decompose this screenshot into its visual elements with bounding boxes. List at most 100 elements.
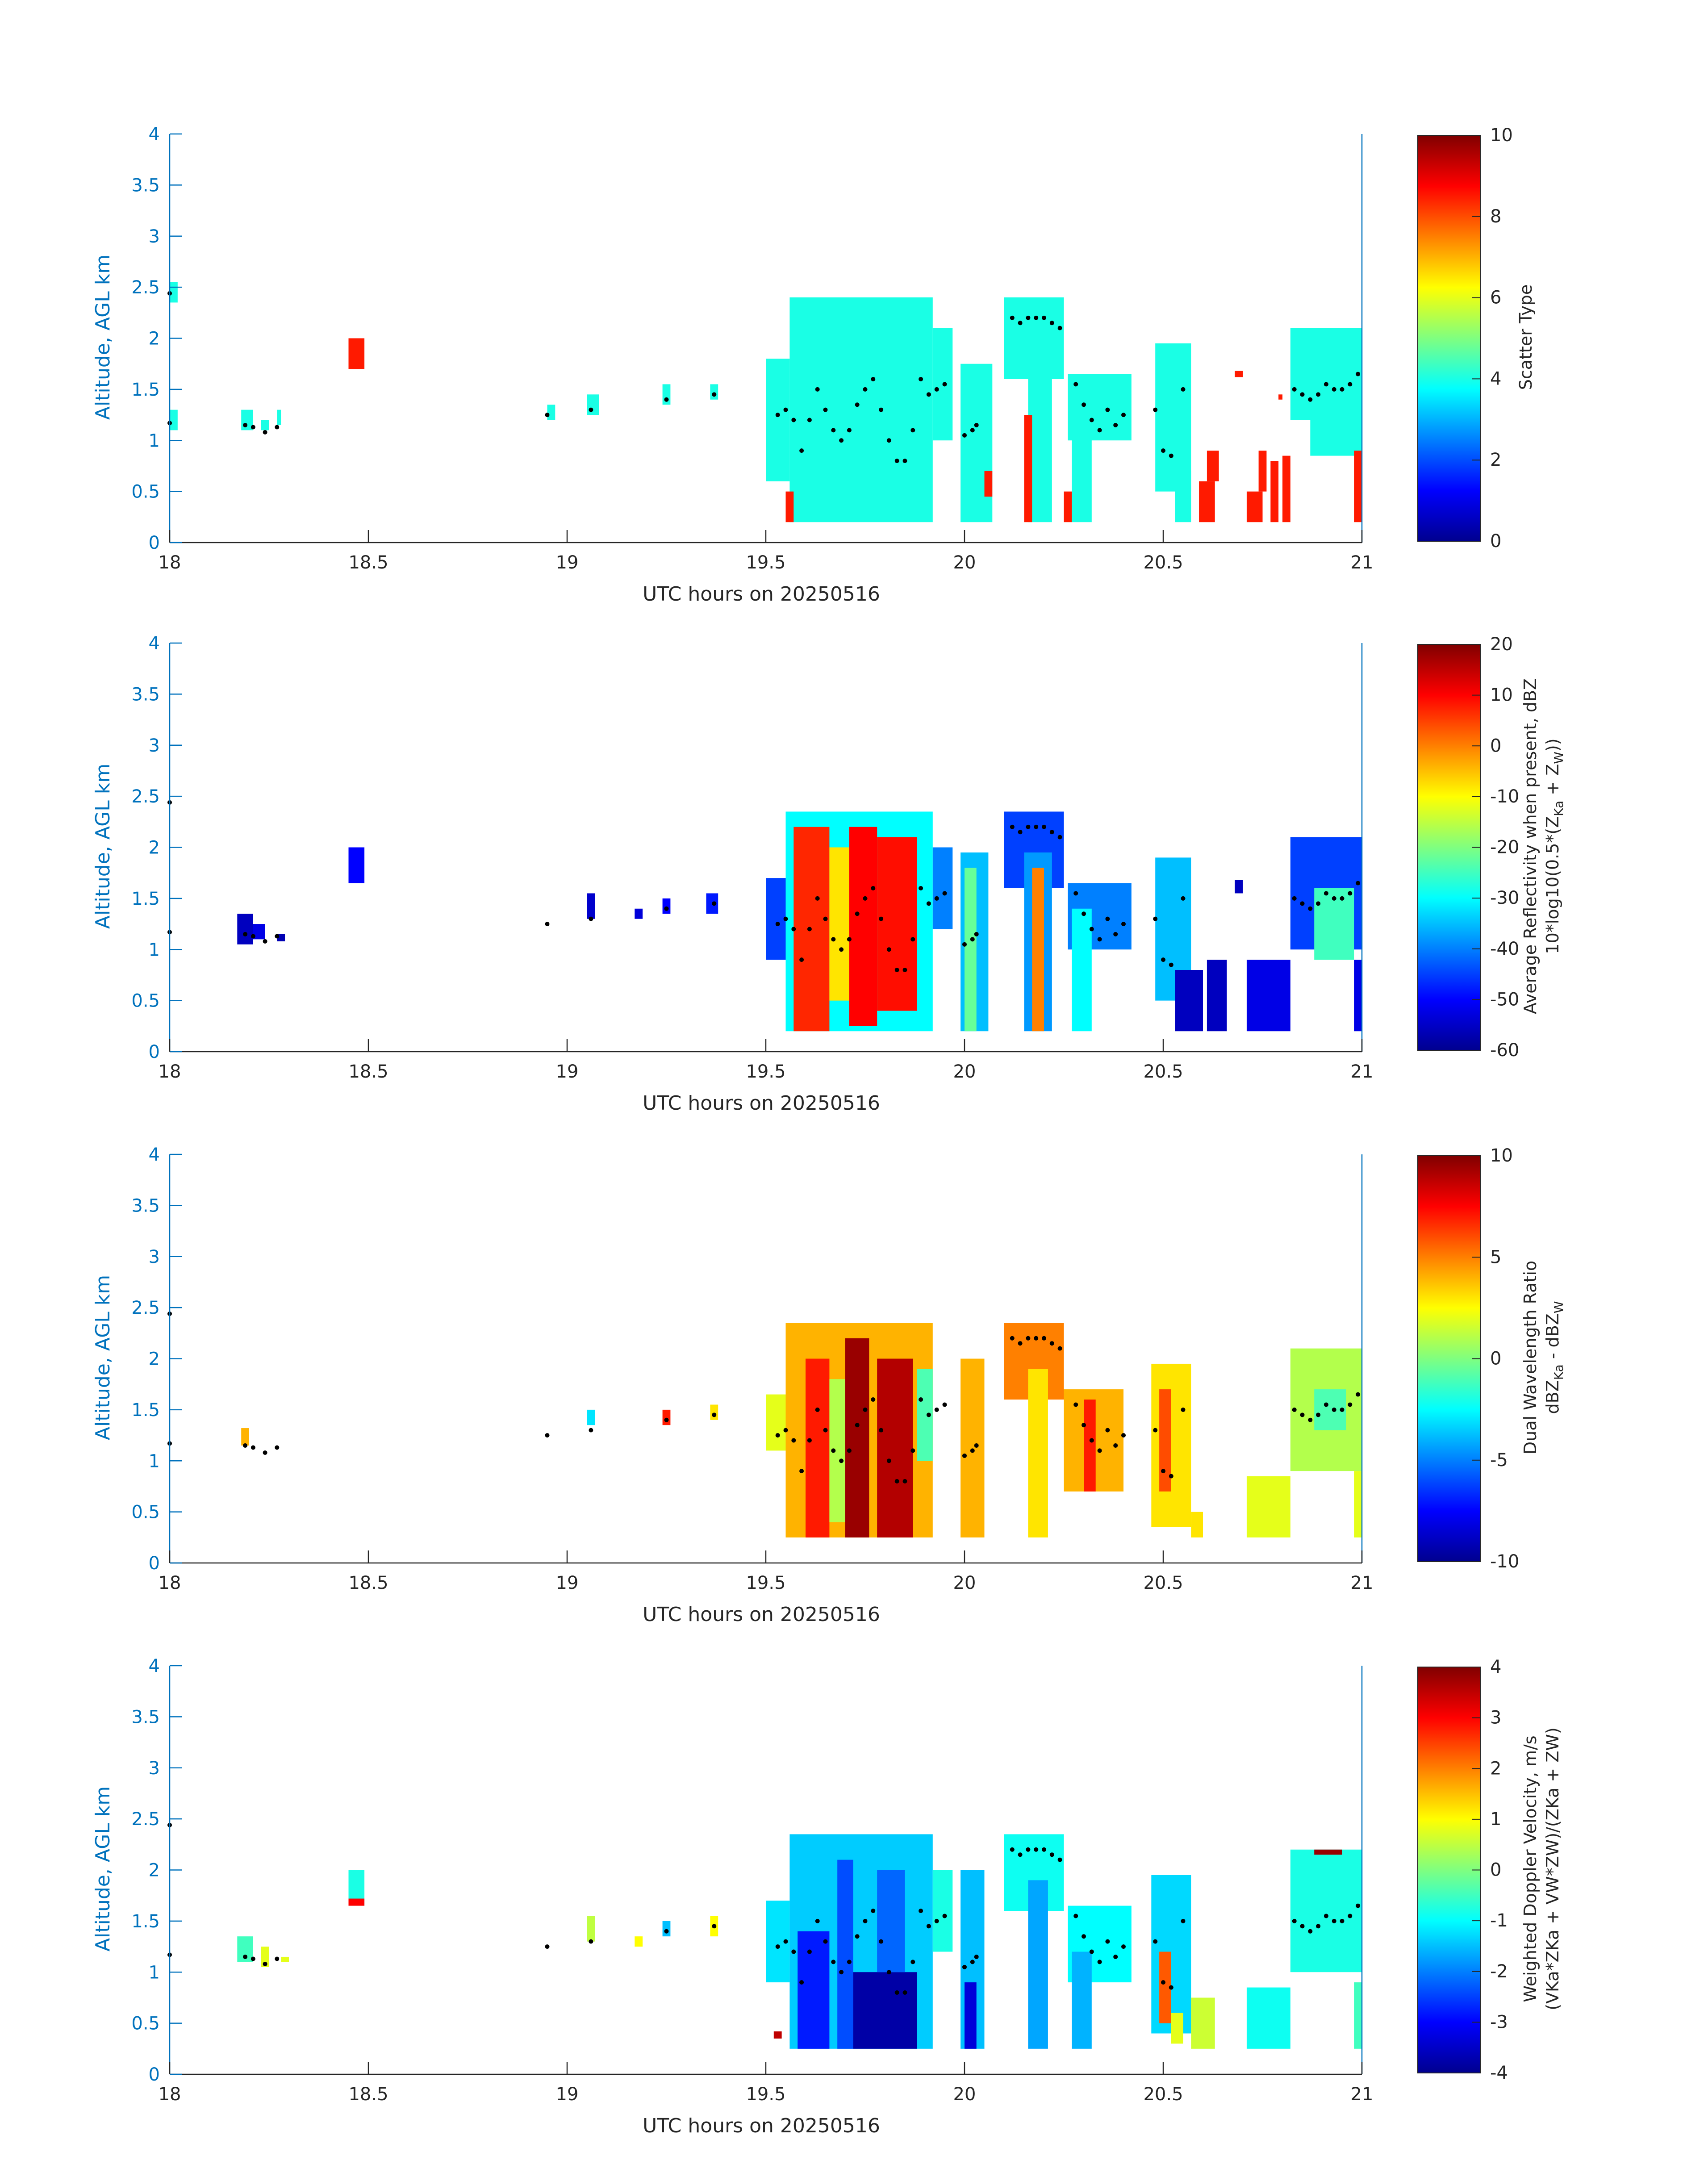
melting-dot: [1057, 326, 1062, 330]
melting-dot: [1010, 1336, 1015, 1341]
melting-dot: [1324, 891, 1328, 896]
melting-dot: [589, 1939, 593, 1944]
melting-dot: [879, 1939, 884, 1944]
melting-dot: [799, 1469, 804, 1474]
y-axis-label: Altitude, AGL km: [92, 255, 114, 420]
melting-layer-dots: [167, 1311, 1361, 1483]
melting-dot: [1292, 1918, 1297, 1923]
melting-dot: [1348, 1402, 1353, 1407]
melting-dot: [1356, 1392, 1361, 1397]
melting-dot: [1308, 906, 1313, 911]
melting-dot: [1153, 916, 1158, 921]
melting-dot: [1010, 1847, 1015, 1852]
melting-dot: [1018, 321, 1023, 326]
colorbar-tick-label: 10: [1490, 1145, 1513, 1166]
colorbar-tick-label: -1: [1490, 1910, 1508, 1931]
x-tick-label: 20: [953, 2084, 976, 2105]
heatmap-patch: [984, 471, 993, 497]
melting-dot: [962, 942, 967, 947]
melting-dot: [1292, 1407, 1297, 1412]
heatmap-patch: [766, 359, 790, 481]
heatmap-patch: [766, 1394, 786, 1451]
melting-dot: [879, 916, 884, 921]
colorbar-tick-label: -4: [1490, 2063, 1508, 2083]
colorbar-tick-label: 10: [1490, 125, 1513, 146]
heatmap-patch: [932, 847, 953, 929]
melting-dot: [970, 428, 975, 433]
y-tick-label: 2: [149, 838, 160, 858]
melting-dot: [263, 1450, 267, 1455]
melting-dot: [910, 1960, 915, 1964]
x-tick-label: 20.5: [1143, 1061, 1183, 1082]
x-tick-label: 18.5: [348, 2084, 388, 2105]
heatmap-patch: [662, 1409, 671, 1425]
x-tick-label: 18.5: [348, 1573, 388, 1593]
heatmap-patch: [587, 394, 599, 415]
melting-dot: [1049, 1341, 1054, 1346]
melting-dot: [775, 922, 780, 927]
melting-dot: [545, 1433, 550, 1438]
x-tick-label: 18: [159, 2084, 181, 2105]
colorbar: Dual Wavelength Ratio dBZKa - dBZW -10 -5…: [1417, 1145, 1566, 1572]
melting-dot: [910, 937, 915, 942]
melting-dot: [807, 1949, 812, 1954]
heatmap-patch: [662, 898, 671, 914]
melting-dot: [799, 448, 804, 453]
melting-dot: [251, 1445, 255, 1450]
melting-dot: [1316, 1924, 1321, 1929]
heatmap-patch: [965, 1982, 977, 2049]
colorbar-gradient: [1417, 1155, 1481, 1562]
heatmap-patch: [1155, 343, 1191, 492]
melting-dot: [791, 1949, 796, 1954]
melting-dot: [1308, 397, 1313, 402]
colorbar-tick-label: 5: [1490, 1247, 1501, 1267]
colorbar-tick-label: 4: [1490, 368, 1501, 389]
melting-dot: [919, 1909, 923, 1913]
heatmap-patch: [845, 1338, 869, 1538]
heatmap-patch: [773, 2031, 782, 2039]
heatmap-patch: [1246, 1987, 1290, 2049]
melting-dot: [1356, 1903, 1361, 1908]
y-tick-label: 0.5: [131, 1502, 160, 1523]
y-tick-label: 4: [149, 1656, 160, 1676]
melting-dot: [839, 438, 844, 443]
melting-dot: [243, 932, 248, 936]
melting-dot: [962, 1964, 967, 1969]
x-tick-label: 18.5: [348, 552, 388, 573]
heatmap-patch: [1199, 481, 1215, 522]
melting-dot: [263, 939, 267, 944]
melting-dot: [855, 402, 860, 407]
heatmap-patch: [932, 1870, 953, 1952]
melting-dot: [783, 1428, 788, 1433]
melting-dot: [962, 1453, 967, 1458]
melting-dot: [1181, 1407, 1186, 1412]
heatmap-patch: [1246, 960, 1290, 1032]
colorbar-gradient: [1417, 135, 1481, 542]
x-tick-label: 19: [556, 1573, 579, 1593]
heatmap-patch: [348, 338, 365, 369]
melting-dot: [815, 1407, 820, 1412]
melting-dot: [910, 1448, 915, 1453]
heatmap-patch: [766, 878, 786, 960]
heatmap-patch: [1072, 1951, 1092, 2049]
melting-dot: [1082, 1934, 1086, 1939]
x-tick-label: 20.5: [1143, 552, 1183, 573]
y-tick-label: 1.5: [131, 889, 160, 909]
melting-dot: [799, 1980, 804, 1985]
melting-dot: [934, 387, 939, 392]
melting-dot: [1010, 315, 1015, 320]
heatmap-patch: [1191, 1512, 1203, 1538]
colorbar-tick-label: -30: [1490, 888, 1519, 908]
melting-dot: [886, 1970, 891, 1975]
melting-dot: [1340, 896, 1345, 901]
melting-dot: [1300, 1924, 1305, 1929]
melting-dot: [926, 1924, 931, 1929]
y-tick-label: 4: [149, 124, 160, 145]
melting-dot: [1073, 1402, 1078, 1407]
melting-dot: [1089, 418, 1094, 422]
heatmap-patch: [1064, 491, 1072, 522]
heatmap-patch: [170, 409, 178, 430]
y-tick-label: 2.5: [131, 1809, 160, 1830]
melting-dot: [1316, 1412, 1321, 1417]
